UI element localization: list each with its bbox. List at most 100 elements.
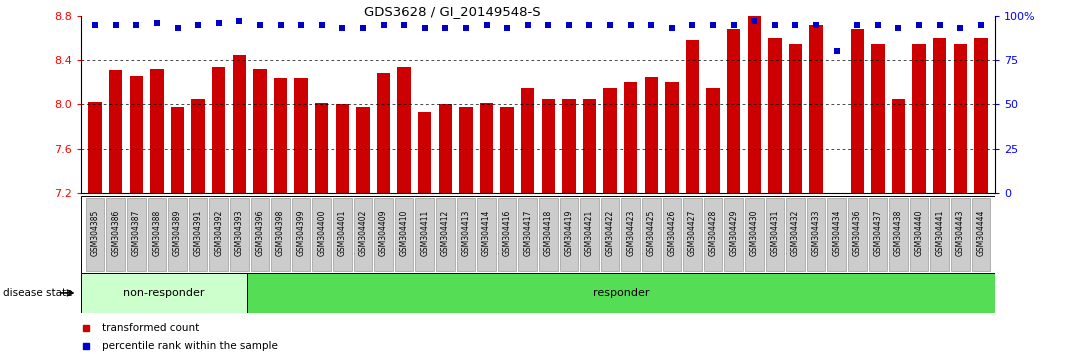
Bar	[768, 38, 781, 193]
Bar	[933, 38, 947, 193]
Bar	[500, 107, 514, 193]
Text: GSM304385: GSM304385	[90, 210, 100, 256]
FancyBboxPatch shape	[456, 198, 476, 271]
Bar	[109, 70, 123, 193]
Text: GSM304421: GSM304421	[585, 210, 594, 256]
Bar	[356, 107, 369, 193]
Text: GSM304414: GSM304414	[482, 210, 491, 256]
FancyBboxPatch shape	[147, 198, 166, 271]
Bar	[81, 273, 247, 313]
Text: GSM304438: GSM304438	[894, 210, 903, 256]
Text: GSM304430: GSM304430	[750, 210, 759, 256]
FancyBboxPatch shape	[787, 198, 805, 271]
FancyBboxPatch shape	[766, 198, 784, 271]
Bar	[192, 99, 204, 193]
Bar	[953, 44, 967, 193]
FancyBboxPatch shape	[868, 198, 887, 271]
Bar	[459, 107, 472, 193]
Text: GSM304419: GSM304419	[565, 210, 574, 256]
Bar	[809, 25, 823, 193]
Text: GSM304437: GSM304437	[874, 210, 882, 256]
Text: GSM304387: GSM304387	[132, 210, 141, 256]
FancyBboxPatch shape	[848, 198, 866, 271]
FancyBboxPatch shape	[642, 198, 661, 271]
Bar	[912, 44, 925, 193]
Text: GSM304429: GSM304429	[730, 210, 738, 256]
FancyBboxPatch shape	[107, 198, 125, 271]
Bar	[417, 112, 431, 193]
Bar	[624, 82, 637, 193]
Text: non-responder: non-responder	[123, 288, 204, 298]
Text: GSM304416: GSM304416	[502, 210, 511, 256]
Bar	[974, 38, 988, 193]
Text: disease state: disease state	[3, 288, 73, 298]
Bar	[707, 88, 720, 193]
FancyBboxPatch shape	[210, 198, 228, 271]
FancyBboxPatch shape	[539, 198, 557, 271]
Text: GSM304418: GSM304418	[543, 210, 553, 256]
Text: GSM304386: GSM304386	[111, 210, 121, 256]
Text: GSM304411: GSM304411	[421, 210, 429, 256]
Text: GSM304431: GSM304431	[770, 210, 779, 256]
Text: percentile rank within the sample: percentile rank within the sample	[102, 341, 279, 351]
Text: GSM304432: GSM304432	[791, 210, 799, 256]
FancyBboxPatch shape	[931, 198, 949, 271]
Text: GSM304410: GSM304410	[399, 210, 409, 256]
FancyBboxPatch shape	[230, 198, 249, 271]
Text: GSM304409: GSM304409	[379, 210, 388, 256]
Bar	[129, 76, 143, 193]
Text: GSM304399: GSM304399	[297, 210, 306, 256]
Bar	[151, 69, 164, 193]
Bar	[253, 69, 267, 193]
FancyBboxPatch shape	[374, 198, 393, 271]
FancyBboxPatch shape	[436, 198, 454, 271]
Text: GSM304389: GSM304389	[173, 210, 182, 256]
FancyBboxPatch shape	[972, 198, 990, 271]
FancyBboxPatch shape	[622, 198, 640, 271]
Bar	[521, 88, 535, 193]
Bar	[88, 102, 102, 193]
Text: GSM304440: GSM304440	[915, 210, 923, 256]
Bar	[247, 273, 995, 313]
FancyBboxPatch shape	[724, 198, 742, 271]
Bar	[727, 29, 740, 193]
Bar	[562, 99, 576, 193]
FancyBboxPatch shape	[910, 198, 929, 271]
Bar	[665, 82, 679, 193]
Bar	[315, 103, 328, 193]
Bar	[439, 104, 452, 193]
Bar	[851, 29, 864, 193]
Text: GSM304422: GSM304422	[606, 210, 614, 256]
FancyBboxPatch shape	[807, 198, 825, 271]
Text: GSM304412: GSM304412	[441, 210, 450, 256]
FancyBboxPatch shape	[683, 198, 702, 271]
Bar	[645, 77, 659, 193]
Bar	[748, 10, 761, 193]
Text: GSM304443: GSM304443	[955, 210, 965, 256]
FancyBboxPatch shape	[312, 198, 331, 271]
Text: GSM304441: GSM304441	[935, 210, 944, 256]
FancyBboxPatch shape	[704, 198, 722, 271]
Text: GSM304423: GSM304423	[626, 210, 635, 256]
FancyBboxPatch shape	[415, 198, 434, 271]
Bar	[232, 55, 246, 193]
Text: GSM304433: GSM304433	[811, 210, 821, 256]
FancyBboxPatch shape	[827, 198, 846, 271]
FancyBboxPatch shape	[292, 198, 310, 271]
FancyBboxPatch shape	[478, 198, 496, 271]
Text: GSM304396: GSM304396	[255, 210, 265, 256]
Text: GSM304393: GSM304393	[235, 210, 244, 256]
Text: GSM304417: GSM304417	[523, 210, 533, 256]
FancyBboxPatch shape	[560, 198, 578, 271]
FancyBboxPatch shape	[86, 198, 104, 271]
Text: GSM304436: GSM304436	[853, 210, 862, 256]
FancyBboxPatch shape	[395, 198, 413, 271]
Text: GSM304398: GSM304398	[277, 210, 285, 256]
FancyBboxPatch shape	[951, 198, 969, 271]
Text: GSM304400: GSM304400	[317, 210, 326, 256]
Text: GSM304392: GSM304392	[214, 210, 223, 256]
Bar	[789, 44, 803, 193]
Text: GSM304402: GSM304402	[358, 210, 367, 256]
Bar	[604, 88, 617, 193]
Text: GSM304434: GSM304434	[832, 210, 841, 256]
